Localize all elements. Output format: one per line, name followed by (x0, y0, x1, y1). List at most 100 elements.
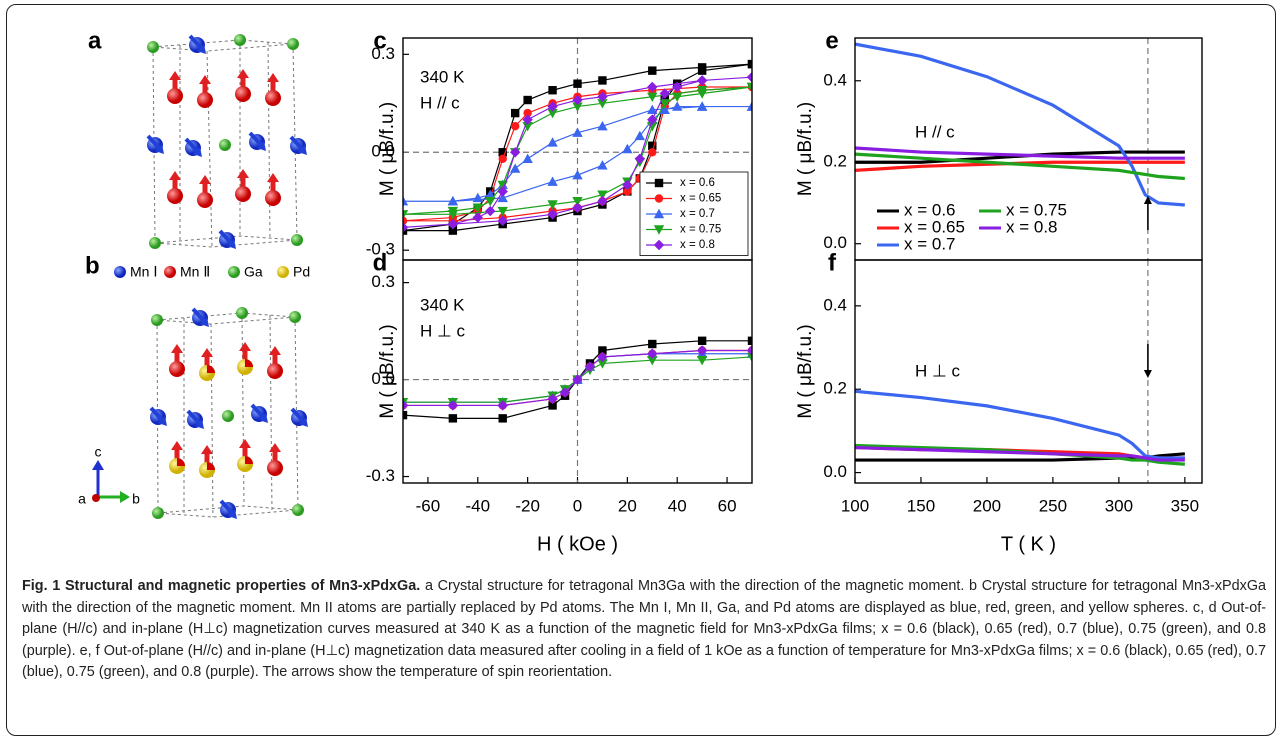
marker (498, 148, 507, 157)
marker (472, 212, 483, 223)
figure: a b Mn Ⅰ Mn Ⅱ Ga Pd c a b -0.30.00.3cM (… (78, 27, 1203, 555)
plot-frame (854, 259, 1203, 484)
marker (597, 160, 608, 170)
arrow-head (1143, 370, 1152, 378)
marker (572, 197, 583, 207)
legend-label: x = 0.8 (1006, 217, 1058, 236)
legend-label: Ga (244, 264, 263, 280)
marker (696, 75, 708, 86)
plot-area (855, 42, 1185, 207)
legend-label: Pd (293, 264, 310, 280)
annotation: 340 K (420, 67, 465, 86)
x-axis-title: T ( K ) (1001, 533, 1056, 555)
marker (547, 137, 558, 147)
marker (522, 153, 533, 163)
series-line (855, 443, 1185, 466)
marker (598, 346, 607, 355)
legend-label: x = 0.65 (680, 193, 721, 205)
marker (547, 108, 558, 119)
marker (448, 414, 458, 423)
marker (559, 387, 571, 398)
marker (647, 355, 658, 366)
marker (523, 108, 532, 118)
marker (696, 89, 708, 99)
marker (547, 200, 558, 210)
marker (572, 169, 583, 180)
marker (647, 121, 658, 132)
marker (597, 359, 608, 369)
marker (597, 91, 608, 102)
y-tick-label: 0.0 (823, 233, 847, 252)
marker (648, 339, 657, 349)
marker (472, 203, 483, 213)
y-tick-label: 0.4 (823, 295, 847, 314)
marker (647, 92, 658, 102)
legend-label: x = 0.8 (680, 239, 715, 251)
marker (672, 92, 683, 102)
y-tick-label: -0.3 (366, 240, 395, 259)
marker (485, 205, 496, 217)
legend-label: x = 0.65 (904, 217, 965, 236)
marker (572, 94, 583, 106)
legend-label: x = 0.6 (904, 200, 956, 219)
marker (403, 226, 408, 235)
axes-icon: c a b (78, 444, 140, 507)
marker (447, 218, 459, 230)
legend-label: Mn Ⅱ (180, 264, 210, 280)
legend-label: x = 0.7 (904, 234, 956, 253)
marker (697, 66, 707, 75)
marker (497, 215, 508, 227)
marker (746, 101, 752, 111)
legend-label: x = 0.75 (680, 224, 721, 236)
x-axis-title: H ( kOe ) (537, 533, 618, 555)
arrow-head (1143, 196, 1152, 204)
atoms-b (148, 307, 310, 521)
x-tick-label: 20 (618, 496, 637, 515)
x-tick-label: 150 (907, 496, 935, 515)
marker (659, 99, 670, 109)
y-tick-label: 0.2 (823, 152, 847, 171)
marker (547, 393, 558, 405)
marker (647, 348, 658, 359)
y-tick-label: 0.4 (823, 70, 847, 89)
marker (747, 59, 752, 69)
annotation: H // c (915, 122, 955, 141)
marker (653, 239, 665, 251)
marker (548, 401, 557, 410)
marker (622, 143, 633, 154)
marker (697, 336, 707, 345)
panel-label: e (825, 27, 838, 54)
atom-legend: Mn Ⅰ Mn Ⅱ Ga Pd (114, 264, 310, 280)
legend-swatch (277, 266, 289, 278)
x-tick-label: 100 (841, 496, 869, 515)
plot-frame (402, 259, 753, 484)
marker (597, 196, 608, 207)
marker (672, 101, 683, 111)
panel-label: f (828, 249, 837, 276)
y-tick-label: 0.0 (371, 142, 395, 161)
y-axis-title: M ( μB/f.u.) (377, 102, 398, 196)
panel-label: b (85, 252, 100, 279)
series-line (855, 445, 1185, 462)
marker (597, 99, 608, 109)
marker (696, 345, 708, 356)
axis-label: a (78, 491, 86, 507)
marker (448, 226, 458, 235)
marker (509, 163, 521, 173)
marker (403, 410, 408, 420)
legend-label: x = 0.75 (1006, 200, 1067, 219)
marker (746, 71, 752, 83)
marker (485, 189, 496, 199)
marker (623, 187, 632, 196)
marker (598, 76, 607, 85)
caption: Fig. 1 Structural and magnetic propertie… (22, 576, 1266, 684)
series-line (855, 42, 1185, 207)
marker (522, 121, 533, 132)
marker (597, 120, 608, 131)
marker (634, 130, 646, 141)
series-line (855, 152, 1185, 181)
y-tick-label: 0.3 (371, 272, 395, 291)
x-tick-label: 200 (973, 496, 1001, 515)
series-line (855, 146, 1185, 160)
